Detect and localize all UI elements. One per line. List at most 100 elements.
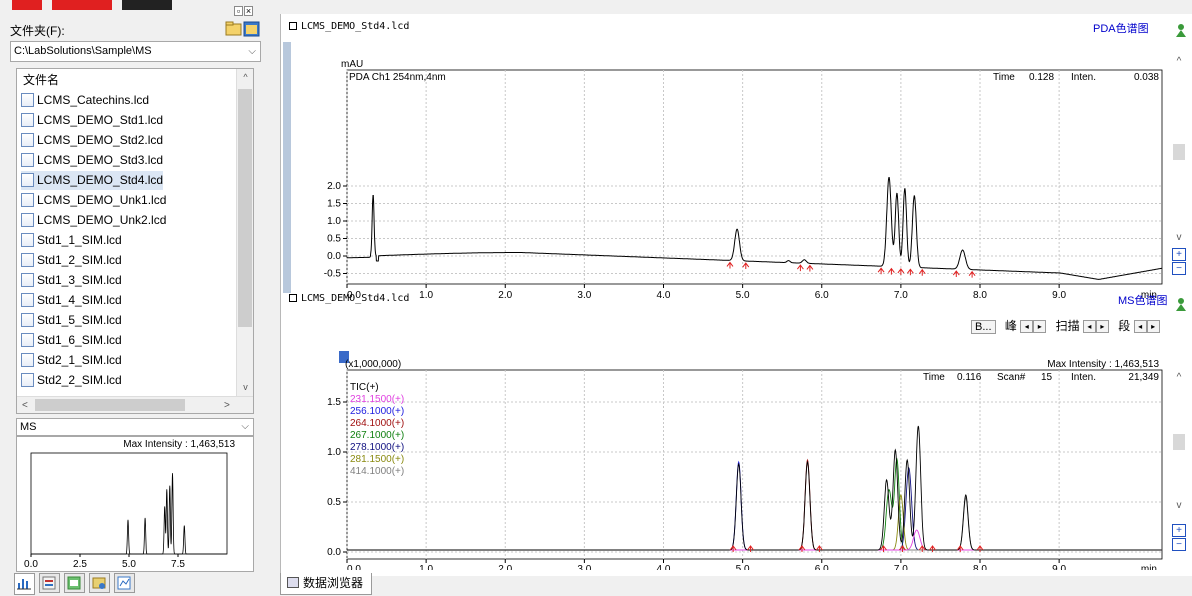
pda-view-tag[interactable]: PDA色谱图 <box>1093 23 1149 35</box>
x-tick-label: 5.0 <box>736 564 750 570</box>
peak-marker <box>798 545 806 552</box>
y-tick-label: 0.0 <box>327 251 341 262</box>
zoom-in-icon[interactable]: + <box>1172 248 1186 261</box>
pda-inten-label: Inten. <box>1071 72 1096 83</box>
scroll-down-icon[interactable]: v <box>1176 500 1182 511</box>
zoom-out-icon[interactable]: − <box>1172 538 1186 551</box>
file-list-item[interactable]: Std1_3_SIM.lcd <box>21 271 122 290</box>
pda-side-scrollbar[interactable]: ^ v + − <box>1172 56 1186 275</box>
file-list-item[interactable]: Std1_6_SIM.lcd <box>21 331 122 350</box>
ms-time-label: Time <box>923 372 945 383</box>
pda-time-label: Time <box>993 72 1015 83</box>
ms-time-value: 0.116 <box>957 372 982 383</box>
peak-marker <box>929 545 936 552</box>
scroll-down-icon[interactable]: v <box>1176 232 1182 243</box>
pda-window-edge <box>283 42 291 293</box>
file-name: Std1_1_SIM.lcd <box>37 233 122 247</box>
ms-scan-value: 15 <box>1041 372 1053 383</box>
prev-scan-button[interactable]: ◂ <box>1082 320 1096 334</box>
file-list-item[interactable]: LCMS_DEMO_Std4.lcd <box>21 171 164 190</box>
ms-combo-value: MS <box>20 421 37 433</box>
restore-icon[interactable]: ▫ <box>234 6 243 16</box>
file-list-item[interactable]: LCMS_DEMO_Unk2.lcd <box>21 211 166 230</box>
ms-window-title: LCMS_DEMO_Std4.lcd <box>301 293 410 304</box>
peak-marker <box>897 268 905 275</box>
chromatogram-file-icon <box>21 332 34 347</box>
next-peak-button[interactable]: ▸ <box>1033 320 1047 334</box>
file-list-horizontal-scrollbar[interactable]: < > <box>17 396 253 413</box>
scroll-thumb[interactable] <box>1173 144 1185 160</box>
scroll-right-icon[interactable]: > <box>224 400 230 411</box>
file-list-item[interactable]: Std1_2_SIM.lcd <box>21 251 122 270</box>
close-icon[interactable]: × <box>244 6 253 16</box>
x-tick-label: 8.0 <box>973 290 987 301</box>
file-name: LCMS_DEMO_Std4.lcd <box>37 173 164 187</box>
ms-legend: TIC(+)231.1500(+)256.1000(+)264.1000(+)2… <box>350 382 404 477</box>
folder-path-combo[interactable]: C:\LabSolutions\Sample\MS ⌵ <box>10 41 261 62</box>
chart-tab-icon[interactable] <box>14 573 35 595</box>
ms-view-combo[interactable]: MS ⌵ <box>16 418 254 436</box>
chevron-down-icon[interactable]: ⌵ <box>241 421 249 432</box>
ms-view-tag[interactable]: MS色谱图 <box>1118 295 1168 307</box>
ms-scale-marker-icon[interactable] <box>339 351 349 363</box>
chevron-down-icon[interactable]: ⌵ <box>248 46 256 57</box>
peak-marker <box>918 268 926 276</box>
zoom-out-icon[interactable]: − <box>1172 262 1186 275</box>
b-button[interactable]: B... <box>971 320 996 334</box>
next-segment-button[interactable]: ▸ <box>1146 320 1160 334</box>
scroll-up-icon[interactable]: ^ <box>1176 56 1182 67</box>
scroll-up-icon[interactable]: ^ <box>1176 372 1182 383</box>
file-list-item[interactable]: Std1_5_SIM.lcd <box>21 311 122 330</box>
file-list-item[interactable]: Std2_2_SIM.lcd <box>21 371 122 390</box>
peak-marker <box>796 264 804 272</box>
folder-path-value: C:\LabSolutions\Sample\MS <box>14 45 152 57</box>
scroll-left-icon[interactable]: < <box>22 400 28 411</box>
x-tick-label: 9.0 <box>1052 564 1066 570</box>
file-list-vertical-scrollbar[interactable]: ^ v <box>236 69 253 396</box>
x-tick-label: 3.0 <box>577 564 591 570</box>
file-list-item[interactable]: Std2_1_SIM.lcd <box>21 351 122 370</box>
folder-up-icon[interactable] <box>225 21 242 36</box>
legend-item: TIC(+) <box>350 382 379 393</box>
folder-toolbar <box>225 21 260 37</box>
file-list-item[interactable]: LCMS_DEMO_Std2.lcd <box>21 131 163 150</box>
pda-time-value: 0.128 <box>1029 72 1054 83</box>
data-tab-icon[interactable] <box>39 573 60 593</box>
left-panel-tabs <box>14 573 144 595</box>
file-list-header[interactable]: 文件名 <box>23 73 60 87</box>
file-list-item[interactable]: Std1_4_SIM.lcd <box>21 291 122 310</box>
legend-item: 414.1000(+) <box>350 466 404 477</box>
folder-view-icon[interactable] <box>243 21 260 37</box>
chromatogram-file-icon <box>21 292 34 307</box>
ms-side-scrollbar[interactable]: ^ v + − <box>1172 372 1186 562</box>
file-list[interactable]: 文件名 LCMS_Catechins.lcd LCMS_DEMO_Std1.lcd… <box>16 68 254 414</box>
file-list-item[interactable]: Std1_1_SIM.lcd <box>21 231 122 250</box>
ms-plot-frame <box>346 369 1163 560</box>
pda-y-axis: 2.0 1.5 1.0 0.5 0.0 -0.5 <box>324 181 347 280</box>
batch-tab-icon[interactable] <box>89 573 110 593</box>
file-list-item[interactable]: LCMS_Catechins.lcd <box>21 91 149 110</box>
person-icon[interactable] <box>1174 22 1188 38</box>
chromatogram-file-icon <box>21 312 34 327</box>
scroll-thumb[interactable] <box>1173 434 1185 450</box>
peak-marker <box>968 270 976 278</box>
zoom-in-icon[interactable]: + <box>1172 524 1186 537</box>
file-list-item[interactable]: LCMS_DEMO_Unk1.lcd <box>21 191 166 210</box>
method-tab-icon[interactable] <box>64 573 85 593</box>
prev-segment-button[interactable]: ◂ <box>1133 320 1147 334</box>
file-list-item[interactable]: LCMS_DEMO_Std3.lcd <box>21 151 163 170</box>
file-list-item[interactable]: LCMS_DEMO_Std1.lcd <box>21 111 163 130</box>
scroll-thumb[interactable] <box>35 399 185 411</box>
tab-data-browser[interactable]: 数据浏览器 <box>280 573 372 595</box>
prev-peak-button[interactable]: ◂ <box>1020 320 1034 334</box>
window-minimize-icon[interactable] <box>289 22 297 30</box>
person-icon[interactable] <box>1174 296 1188 312</box>
scroll-thumb[interactable] <box>238 89 252 327</box>
next-scan-button[interactable]: ▸ <box>1095 320 1109 334</box>
x-tick-label: 3.0 <box>577 290 591 301</box>
scroll-down-icon[interactable]: v <box>243 382 248 392</box>
chromatogram-file-icon <box>21 152 34 167</box>
window-minimize-icon[interactable] <box>289 294 297 302</box>
report-tab-icon[interactable] <box>114 573 135 593</box>
scroll-up-icon[interactable]: ^ <box>243 72 248 82</box>
